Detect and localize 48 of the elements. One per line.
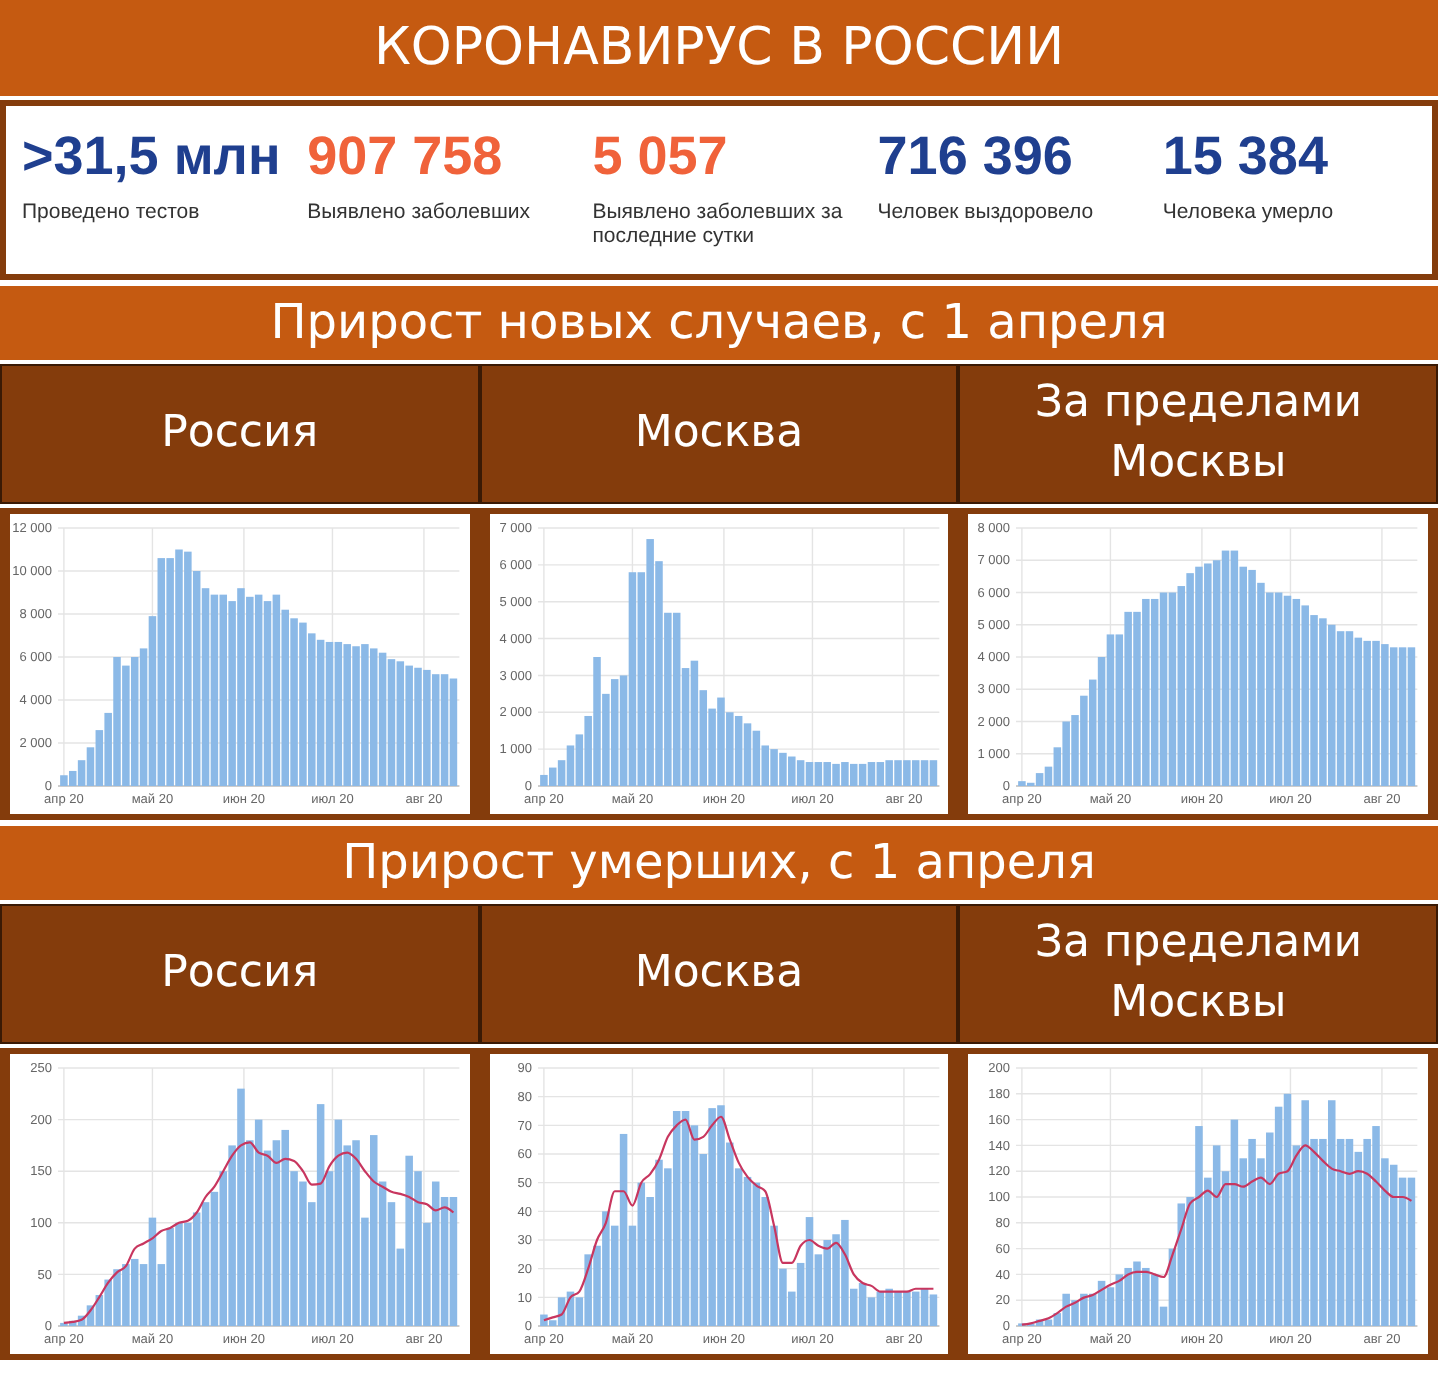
text: Человек выздоровело (877, 200, 1096, 224)
chart-title: Москва (479, 904, 959, 1044)
bar (254, 594, 263, 786)
text: 5 057 (592, 126, 730, 188)
bar (130, 1258, 139, 1326)
text: Выявлено заболевших (307, 200, 533, 224)
bar (440, 674, 449, 786)
chart-title: Москва (479, 364, 959, 504)
line-series (62, 1141, 455, 1324)
bar (254, 1119, 263, 1326)
text: Проведено тестов (22, 200, 202, 224)
bar (396, 661, 405, 786)
bar (210, 594, 219, 786)
text: >31,5 млн (22, 126, 283, 188)
bar (272, 594, 281, 786)
bar (387, 659, 396, 786)
bar (148, 1217, 157, 1326)
text: 716 396 (877, 126, 1075, 188)
chart-title: За пределами Москвы (958, 904, 1438, 1044)
chart-title: Россия (0, 904, 480, 1044)
bar (219, 594, 228, 786)
bar (325, 641, 334, 786)
text: КОРОНАВИРУС В РОССИИ (0, 0, 1438, 96)
bar (334, 641, 343, 786)
text: Прирост умерших, с 1 апреля (0, 826, 1438, 900)
bar (431, 1181, 440, 1326)
bar (334, 1119, 343, 1326)
bar (369, 648, 378, 786)
text: Человека умерло (1162, 200, 1336, 224)
chart-title: За пределами Москвы (958, 364, 1438, 504)
bar (928, 760, 937, 786)
text: 15 384 (1162, 126, 1330, 188)
bar (449, 1197, 458, 1326)
bar (157, 558, 166, 786)
bar (369, 1135, 378, 1326)
text: Прирост новых случаев, с 1 апреля (0, 286, 1438, 360)
bar (431, 674, 440, 786)
bar (316, 639, 325, 786)
text: Выявлено заболевших за последние сутки (592, 200, 845, 248)
bar (449, 678, 458, 786)
bar (928, 1294, 937, 1326)
chart-title: Россия (0, 364, 480, 504)
bar (316, 1104, 325, 1326)
text: 907 758 (307, 126, 505, 188)
bar (378, 652, 387, 786)
line-series (542, 1115, 934, 1322)
bar (263, 601, 272, 786)
line-series (1021, 1144, 1414, 1326)
